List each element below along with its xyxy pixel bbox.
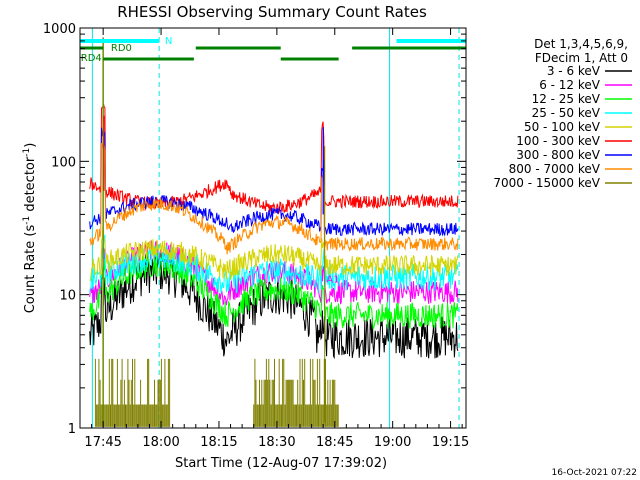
legend-label-2: 12 - 25 keV — [532, 92, 601, 106]
x-axis: 17:45 18:00 18:15 18:30 18:45 19:00 19:15 — [79, 28, 469, 450]
flag-label-rd4: RD4 — [81, 53, 102, 64]
flags-layer: N RD0 RD4 A1 — [80, 36, 466, 286]
y-tick-label-1: 10 — [59, 289, 76, 304]
y-label-sup1: -1 — [22, 216, 32, 225]
x-tick-label-0: 17:45 — [84, 435, 121, 450]
legend-label-4: 50 - 100 keV — [524, 120, 601, 134]
flag-label-n: N — [165, 36, 172, 47]
y-label-mid: detector — [23, 156, 38, 216]
plot-area — [91, 28, 460, 428]
x-tick-label-4: 18:45 — [316, 435, 353, 450]
legend-label-7: 800 - 7000 keV — [509, 162, 601, 176]
x-axis-label: Start Time (12-Aug-07 17:39:02) — [175, 456, 387, 471]
legend-label-1: 6 - 12 keV — [539, 78, 601, 92]
y-label-main: Count Rate (s — [23, 225, 38, 314]
x-tick-label-2: 18:15 — [200, 435, 237, 450]
x-tick-label-6: 19:15 — [432, 435, 469, 450]
legend-label-3: 25 - 50 keV — [532, 106, 601, 120]
y-label-sup2: -1 — [22, 148, 32, 157]
legend: Det 1,3,4,5,6,9,FDecim 1, Att 03 - 6 keV… — [493, 37, 632, 190]
legend-header-0: Det 1,3,4,5,6,9, — [534, 37, 628, 51]
y-tick-label-2: 100 — [51, 155, 76, 170]
series-line-7 — [89, 142, 459, 255]
series-line-5 — [89, 103, 459, 215]
y-axis: 1 10 100 1000 — [43, 22, 466, 437]
series-line-0 — [89, 250, 459, 360]
x-tick-label-5: 19:00 — [374, 435, 411, 450]
legend-label-6: 300 - 800 keV — [516, 148, 600, 162]
x-tick-label-3: 18:30 — [258, 435, 295, 450]
x-tick-label-1: 18:00 — [142, 435, 179, 450]
y-tick-label-3: 1000 — [43, 22, 76, 37]
chart-title: RHESSI Observing Summary Count Rates — [117, 3, 427, 21]
plot-frame — [79, 27, 467, 429]
y-axis-label: Count Rate (s-1 detector-1) — [22, 143, 38, 314]
y-tick-label-0: 1 — [68, 422, 76, 437]
legend-label-8: 7000 - 15000 keV — [493, 176, 600, 190]
series-line-4 — [89, 226, 459, 282]
legend-header-1: FDecim 1, Att 0 — [535, 51, 628, 65]
attenuator-marker: A1 — [326, 275, 339, 286]
series-layer — [89, 37, 459, 427]
series-line-2 — [89, 252, 459, 330]
legend-label-5: 100 - 300 keV — [516, 134, 600, 148]
series-line-8 — [94, 358, 339, 427]
footer-timestamp: 16-Oct-2021 07:22 — [552, 468, 637, 478]
y-label-end: ) — [23, 143, 38, 148]
legend-label-0: 3 - 6 keV — [547, 64, 601, 78]
flag-label-rd0: RD0 — [111, 43, 132, 54]
series-line-6 — [89, 127, 459, 237]
